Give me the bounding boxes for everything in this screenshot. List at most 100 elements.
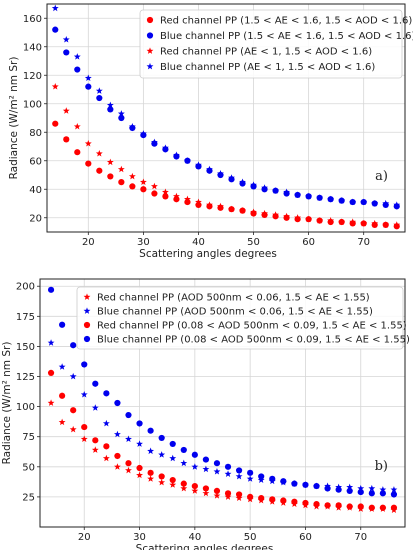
data-point [106, 101, 114, 109]
data-point [272, 211, 279, 218]
data-point [92, 380, 99, 387]
data-point [379, 504, 386, 511]
y-tick-label: 25 [22, 492, 35, 503]
legend-marker [83, 293, 91, 300]
data-point [147, 469, 154, 476]
data-point [202, 456, 210, 463]
data-point [128, 122, 136, 130]
data-point [136, 471, 143, 479]
data-point [250, 208, 257, 215]
data-point [228, 174, 235, 181]
x-tick-label: 20 [78, 532, 91, 543]
data-point [195, 161, 202, 168]
y-tick-label: 120 [23, 71, 42, 82]
data-point [235, 491, 243, 498]
data-point [158, 451, 166, 458]
data-point [327, 195, 335, 203]
x-tick-label: 30 [133, 532, 146, 543]
data-point [302, 499, 309, 507]
data-point [80, 435, 88, 443]
data-point [91, 404, 99, 411]
data-point [239, 207, 246, 214]
y-tick-label: 80 [29, 128, 42, 139]
legend-marker [83, 307, 91, 314]
panel-label: a) [375, 169, 388, 184]
data-point [202, 489, 210, 497]
data-point [269, 496, 276, 503]
data-point [246, 475, 254, 482]
data-point [257, 476, 265, 483]
data-point [158, 473, 165, 480]
data-point [114, 399, 121, 407]
data-point [114, 452, 121, 460]
data-point [235, 472, 243, 480]
data-point [169, 476, 176, 484]
data-point [169, 440, 176, 448]
data-point [169, 481, 177, 488]
data-point [258, 495, 265, 502]
chart-panel-2: 20 30 40 50 60 70 25 50 75 100 125 150 175 200 Scatter… [1, 278, 410, 550]
legend-entry: Red channel PP (AE < 1, 1.5 < AOD < 1.6) [160, 47, 372, 58]
data-point [84, 74, 92, 82]
data-point [283, 188, 291, 196]
data-point [368, 490, 375, 497]
data-point [324, 502, 331, 509]
legend-box [139, 9, 403, 79]
data-point [92, 437, 99, 444]
legend-marker [146, 62, 154, 70]
data-point [316, 217, 324, 224]
data-point [128, 172, 136, 180]
x-axis-label: Scattering angles degrees [139, 248, 277, 260]
data-point [335, 486, 342, 493]
data-point [47, 369, 55, 377]
data-point [114, 463, 121, 470]
data-point [349, 198, 357, 205]
data-point [47, 286, 55, 293]
data-point [272, 187, 279, 194]
series-1 [47, 399, 398, 514]
data-point [202, 485, 210, 492]
data-point [118, 179, 125, 186]
data-point [129, 183, 136, 190]
data-point [161, 144, 169, 151]
data-point [80, 390, 88, 398]
series-1 [52, 120, 400, 230]
legend-entry: Blue channel PP (1.5 < AE < 1.6, 1.5 < A… [160, 31, 413, 42]
data-point [73, 53, 81, 60]
data-point [371, 219, 379, 227]
data-point [180, 480, 187, 487]
data-point [118, 114, 125, 122]
data-point [51, 4, 59, 12]
chart-panel-1: 20 30 40 50 60 70 20 40 60 80 100 120 140 160 Scatteri… [8, 3, 413, 260]
data-point [291, 480, 298, 487]
data-point [390, 486, 398, 493]
data-point [357, 488, 364, 496]
x-tick-label: 20 [82, 237, 95, 248]
data-point [173, 192, 180, 200]
data-point [95, 87, 103, 94]
y-tick-label: 200 [16, 282, 35, 293]
data-point [346, 503, 353, 510]
data-point [136, 464, 143, 472]
data-point [224, 493, 232, 500]
data-point [52, 120, 59, 127]
data-point [103, 443, 110, 450]
data-point [103, 390, 110, 397]
data-point [58, 363, 66, 370]
x-tick-label: 40 [188, 532, 201, 543]
data-point [151, 190, 158, 197]
data-point [349, 218, 357, 225]
data-point [96, 94, 103, 102]
data-point [224, 470, 232, 477]
data-point [125, 435, 132, 443]
data-point [213, 487, 221, 494]
data-point [136, 440, 143, 447]
data-point [247, 469, 254, 476]
data-point [360, 198, 368, 205]
data-point [139, 178, 147, 186]
series-4 [47, 286, 398, 498]
data-point [305, 215, 313, 223]
data-point [368, 504, 375, 511]
data-point [63, 136, 70, 143]
data-point [147, 475, 155, 482]
